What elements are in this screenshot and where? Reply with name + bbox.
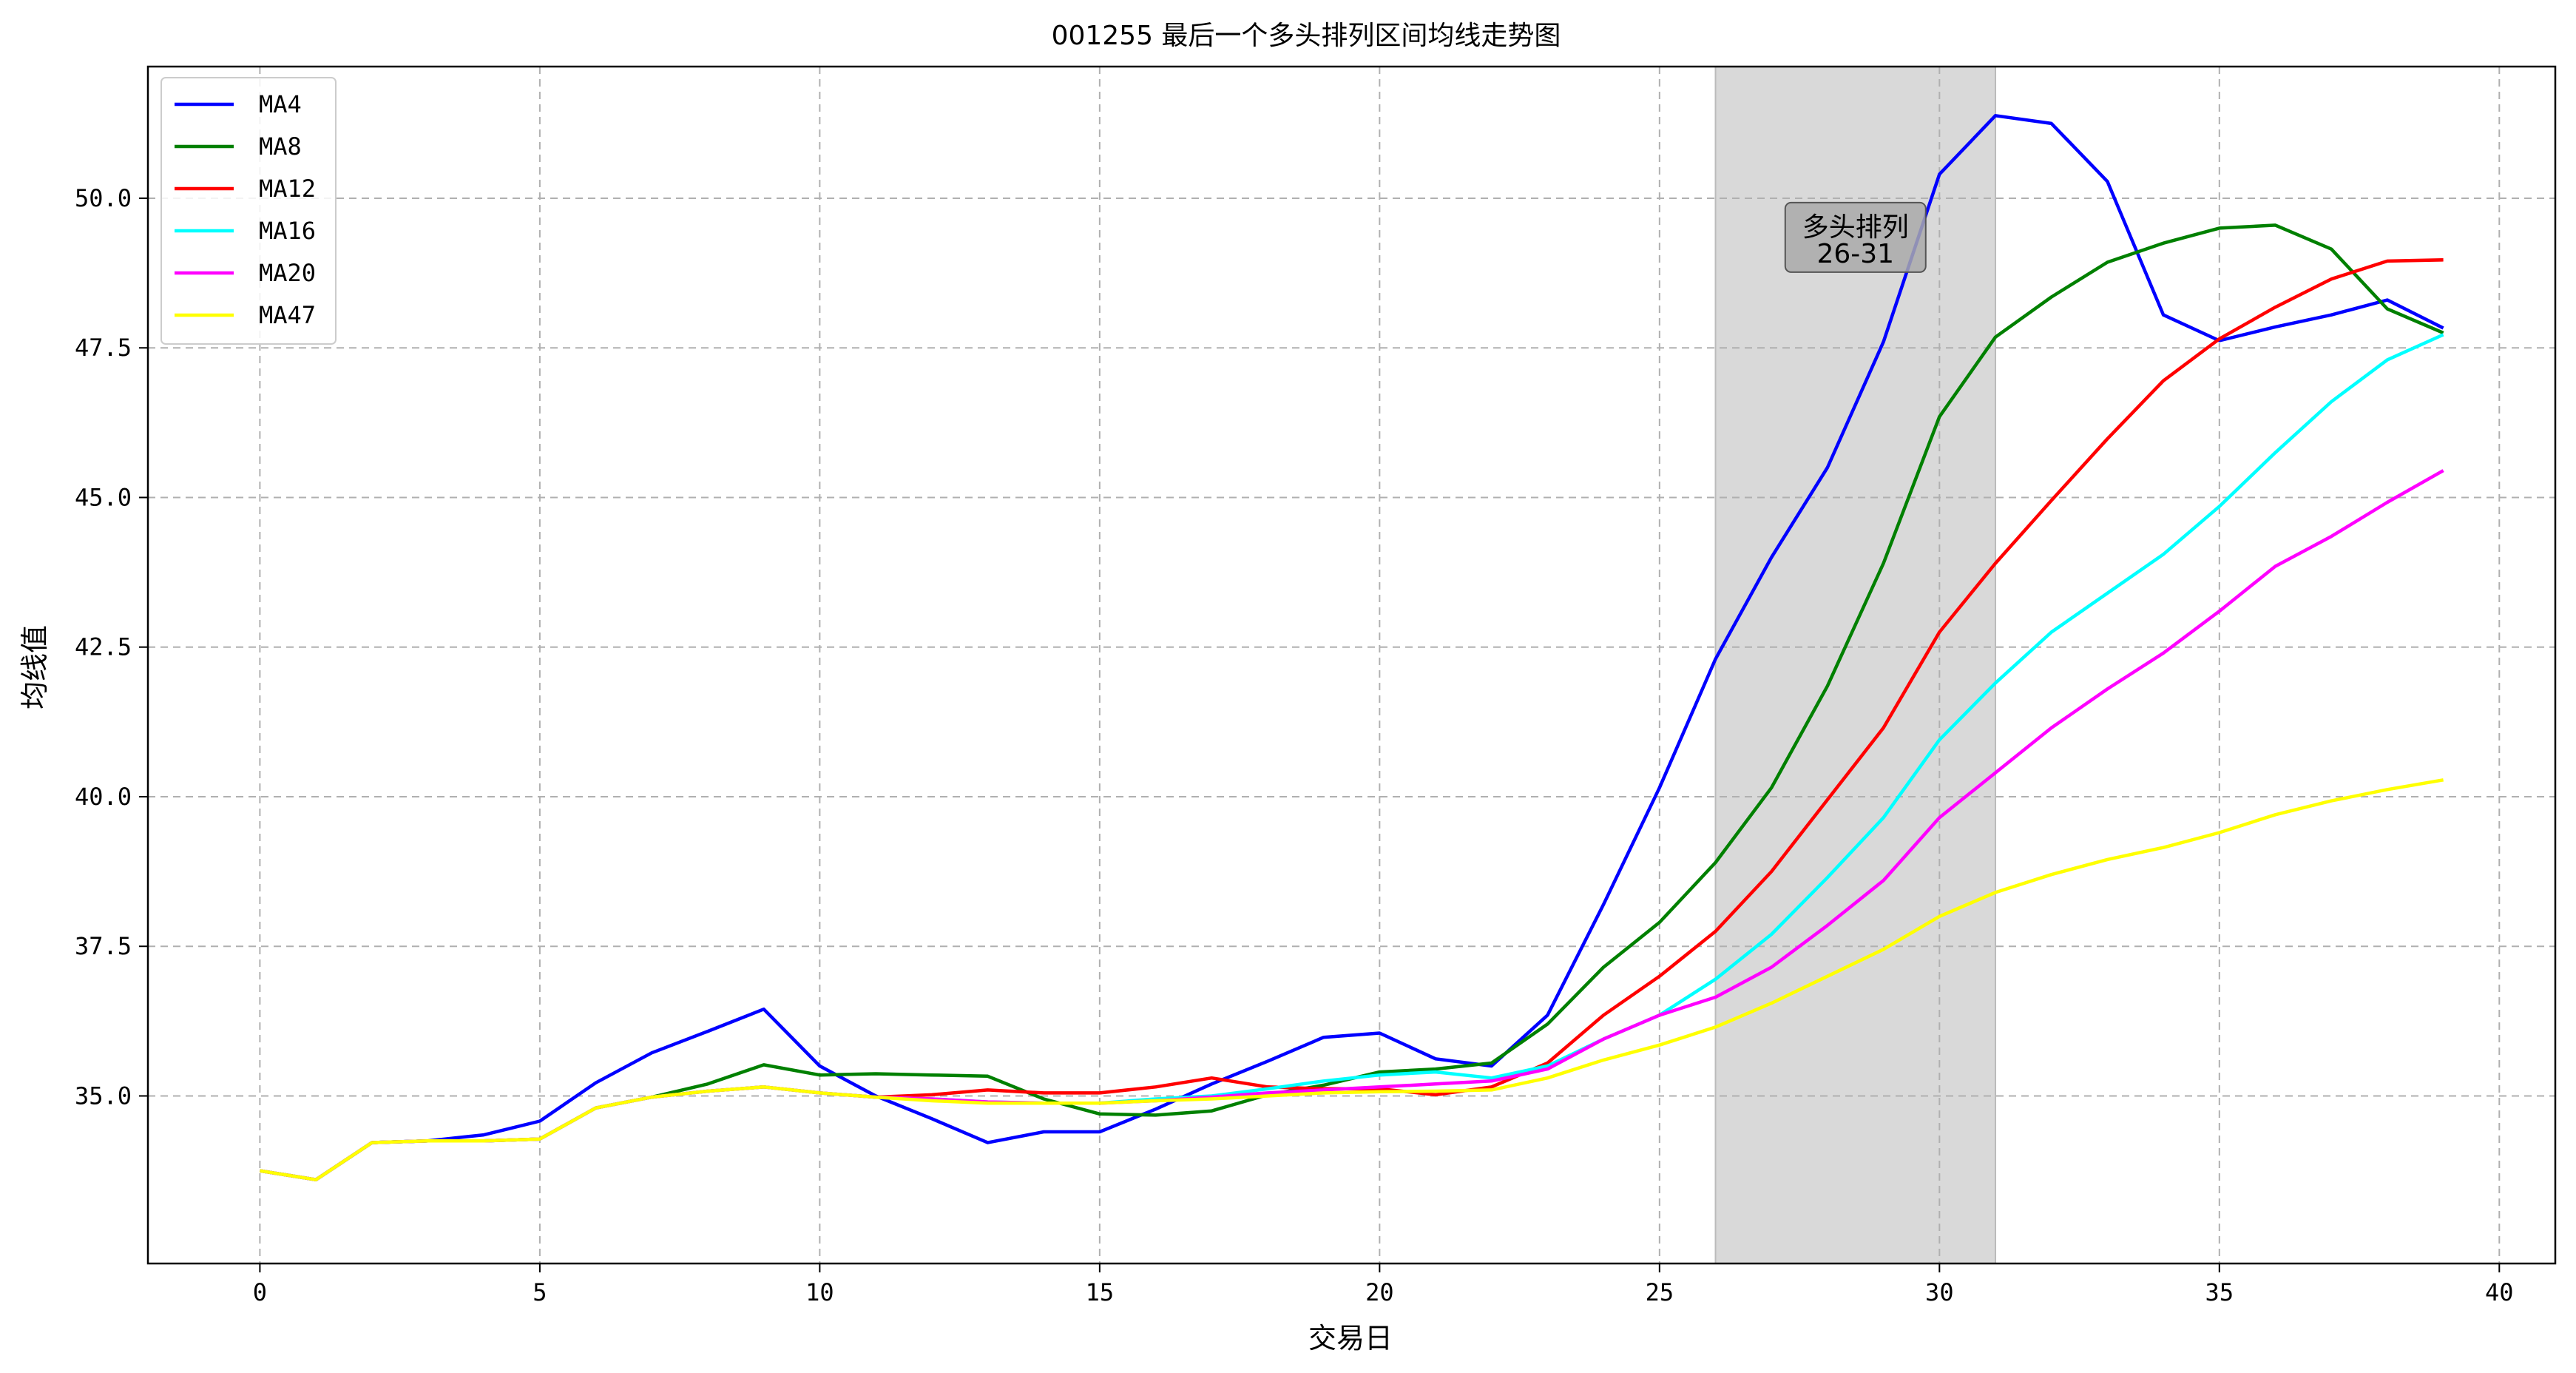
grid-layer (148, 67, 2555, 1264)
series-line-ma4 (260, 114, 2444, 1181)
x-tick-label: 5 (533, 1278, 547, 1306)
legend-label-ma8: MA8 (259, 132, 302, 161)
x-axis-label: 交易日 (1308, 1322, 1393, 1355)
legend: MA4 MA8 MA12 MA16 MA20 MA47 (160, 77, 337, 345)
series-line-ma47 (260, 778, 2444, 1181)
annotation: 多头排列 26-31 (1784, 201, 1927, 273)
annotation-line-1: 多头排列 (1802, 212, 1909, 243)
y-tick-label: 35.0 (75, 1082, 132, 1110)
y-tick-label: 45.0 (75, 483, 132, 511)
y-tick-label: 37.5 (75, 932, 132, 960)
x-tick-label: 40 (2485, 1278, 2514, 1306)
x-tick-label: 15 (1086, 1278, 1115, 1306)
x-tick-label: 20 (1365, 1278, 1394, 1306)
tick-layer: 0 5 10 15 20 25 30 35 40 35.0 37.5 40.0 42.5 45.0 47.5… (75, 184, 2514, 1306)
y-tick-label: 42.5 (75, 633, 132, 661)
x-tick-label: 35 (2205, 1278, 2234, 1306)
legend-label-ma12: MA12 (259, 175, 316, 203)
legend-label-ma20: MA20 (259, 259, 316, 287)
annotation-line-2: 26-31 (1816, 239, 1894, 269)
y-tick-label: 50.0 (75, 184, 132, 212)
legend-label-ma47: MA47 (259, 301, 316, 329)
y-axis-label: 均线值 (18, 625, 51, 709)
y-tick-label: 47.5 (75, 334, 132, 362)
legend-label-ma16: MA16 (259, 217, 316, 245)
y-tick-label: 40.0 (75, 783, 132, 811)
x-tick-label: 10 (805, 1278, 834, 1306)
x-tick-label: 25 (1646, 1278, 1674, 1306)
legend-label-ma4: MA4 (259, 90, 302, 118)
plot-frame (146, 65, 2557, 1265)
x-tick-label: 0 (253, 1278, 267, 1306)
chart-title: 001255 最后一个多头排列区间均线走势图 (1052, 21, 1561, 51)
x-tick-label: 30 (1925, 1278, 1954, 1306)
legend-box (160, 77, 337, 345)
series-layer (260, 114, 2444, 1181)
annotation-box (1784, 201, 1927, 273)
